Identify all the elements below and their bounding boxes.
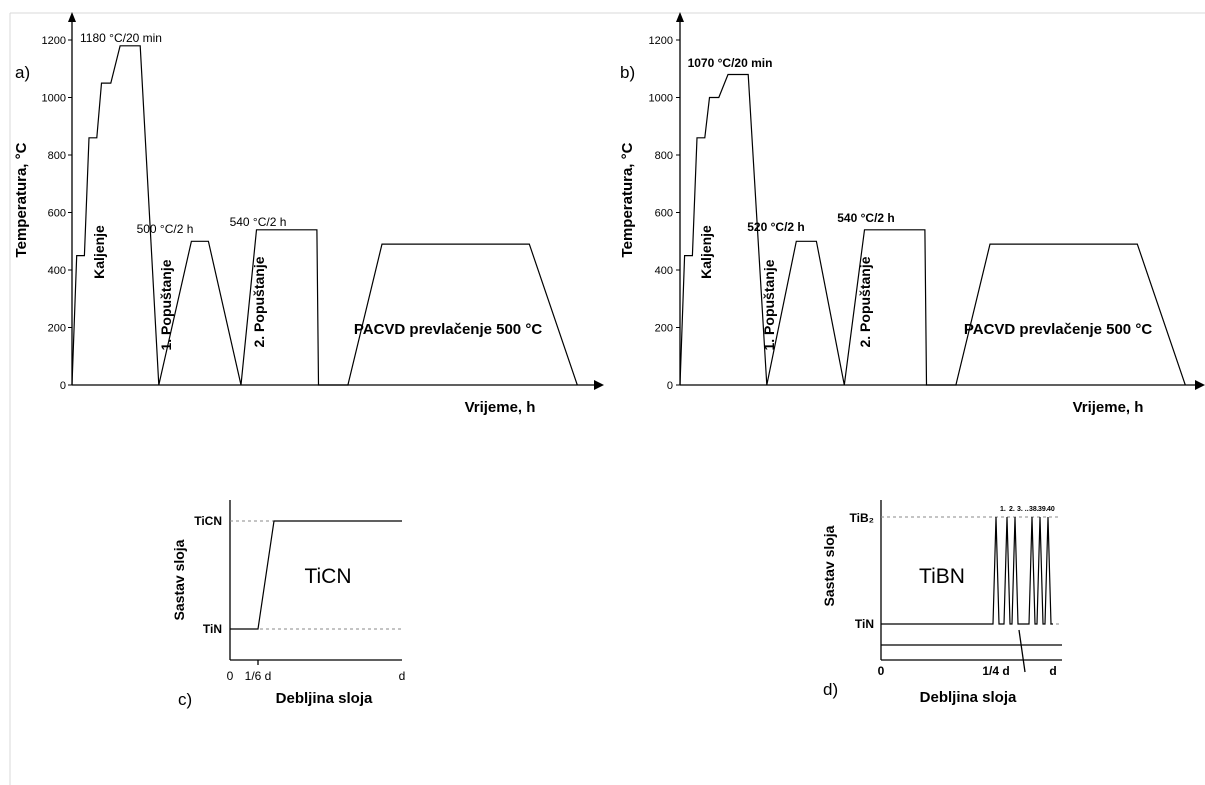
panel-d-chart: 1. 2. 3. .. 38. 39. 40 TiB₂ TiN 0 1/4 d …: [821, 500, 1062, 706]
panel-c-y-tick-tin: TiN: [203, 622, 222, 636]
panel-d-x-tick-0: 0: [878, 664, 885, 678]
panel-a-y-tick-label-600: 600: [48, 208, 66, 220]
panel-b-temper2-temp-label: 540 °C/2 h: [837, 211, 895, 225]
panel-c-composition-curve: [230, 520, 402, 630]
panel-a-y-tick-label-200: 200: [48, 323, 66, 335]
panel-d-layer-label-40: 40: [1047, 506, 1055, 513]
panel-c-chart: TiCN TiN 0 1/6 d d Sastav sloja Debljina…: [171, 500, 405, 709]
panel-d-x-tick-1-4d: 1/4 d: [982, 664, 1009, 678]
panel-c-y-axis-label: Sastav sloja: [171, 539, 187, 620]
panel-d-y-tick-tib2: TiB₂: [850, 511, 874, 525]
panel-d-layer-label-38: 38.: [1029, 506, 1039, 513]
panel-d-layer-label-2: 2.: [1009, 506, 1015, 513]
panel-b-y-tick-label-0: 0: [667, 380, 673, 392]
panel-b-hardening-label: Kaljenje: [698, 225, 714, 279]
panel-b-coating-label: PACVD prevlačenje 500 °C: [964, 321, 1152, 338]
panel-a-temper1-label: 1. Popuštanje: [158, 259, 174, 350]
panel-a-temper2-temp-label: 540 °C/2 h: [230, 215, 287, 229]
panel-b-hardening-temp-label: 1070 °C/20 min: [688, 56, 773, 70]
panel-a-y-tick-label-800: 800: [48, 150, 66, 162]
panel-a-y-tick-label-0: 0: [60, 380, 66, 392]
panel-b-temper1-label: 1. Popuštanje: [761, 259, 777, 350]
panel-b-temperature-curve: [679, 73, 1186, 386]
panel-b-x-axis-arrow: [1195, 380, 1205, 390]
panel-b-y-axis-label: Temperatura, °C: [619, 142, 636, 257]
panel-b-y-ticks: 0 200 400 600 800 1000 1200: [649, 35, 680, 392]
panel-b-temper1-temp-label: 520 °C/2 h: [747, 220, 805, 234]
panel-a-y-axis-arrow: [68, 12, 76, 22]
panel-a-coating-label: PACVD prevlačenje 500 °C: [354, 321, 542, 338]
panel-c-y-tick-ticn: TiCN: [194, 514, 222, 528]
panel-b-y-tick-label-1200: 1200: [649, 35, 673, 47]
panel-d-layer-label-39: 39.: [1038, 506, 1048, 513]
panel-b-y-tick-label-200: 200: [655, 323, 673, 335]
panel-a-x-axis-label: Vrijeme, h: [465, 399, 536, 416]
panel-b-label: b): [620, 63, 635, 82]
panel-c-label: c): [178, 690, 192, 709]
panel-c-x-tick-d: d: [399, 669, 406, 683]
panel-c-x-axis-label: Debljina sloja: [276, 690, 373, 707]
panel-b-chart: 0 200 400 600 800 1000 1200 b) Temperatura, °C…: [619, 12, 1205, 416]
panel-a-y-tick-label-1200: 1200: [42, 35, 66, 47]
panel-a-hardening-label: Kaljenje: [91, 225, 107, 279]
panel-a-x-axis-arrow: [594, 380, 604, 390]
panel-b-y-tick-label-400: 400: [655, 265, 673, 277]
panel-c-coating-name: TiCN: [304, 565, 351, 588]
panel-c-x-tick-0: 0: [227, 669, 234, 683]
panel-a-label: a): [15, 63, 30, 82]
panel-d-y-tick-tin: TiN: [855, 617, 874, 631]
panel-d-x-tick-d: d: [1049, 664, 1056, 678]
panel-a-temper2-label: 2. Popuštanje: [251, 256, 267, 347]
panel-d-x-axis-label: Debljina sloja: [920, 689, 1017, 706]
panel-d-coating-name: TiBN: [919, 565, 965, 588]
panel-a-y-tick-label-400: 400: [48, 265, 66, 277]
panel-a-y-tick-label-1000: 1000: [42, 93, 66, 105]
panel-d-label: d): [823, 680, 838, 699]
panel-a-hardening-temp-label: 1180 °C/20 min: [80, 31, 162, 45]
panel-d-layer-label-1: 1.: [1000, 506, 1006, 513]
panel-b-y-tick-label-1000: 1000: [649, 93, 673, 105]
panel-b-y-tick-label-800: 800: [655, 150, 673, 162]
panel-a-y-axis-label: Temperatura, °C: [13, 142, 30, 257]
panel-a-temper1-temp-label: 500 °C/2 h: [137, 222, 194, 236]
panel-a-temperature-curve: [71, 45, 578, 386]
panel-d-break-mark: [1018, 629, 1026, 673]
panel-b-y-axis-arrow: [676, 12, 684, 22]
panel-d-layer-label-3: 3. ..: [1017, 506, 1029, 513]
panel-b-temper2-label: 2. Popuštanje: [857, 256, 873, 347]
panel-a-y-ticks: 0 200 400 600 800 1000 1200: [42, 35, 72, 392]
panel-b-y-tick-label-600: 600: [655, 208, 673, 220]
panel-a-chart: 0 200 400 600 800 1000 1200 a) Temperatura, °C…: [13, 12, 604, 416]
panel-b-x-axis-label: Vrijeme, h: [1073, 399, 1144, 416]
panel-c-x-tick-1-6d-label: 1/6 d: [245, 669, 272, 683]
panel-d-multilayer-curve: [881, 516, 1053, 625]
panel-d-y-axis-label: Sastav sloja: [821, 525, 837, 606]
